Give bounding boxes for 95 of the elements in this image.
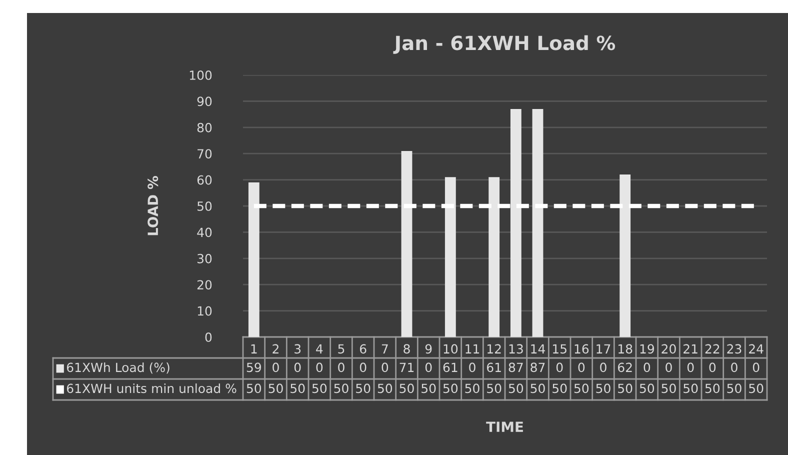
y-tick-label: 30 — [197, 254, 212, 264]
data-label: 0 — [360, 362, 366, 372]
chart-title: Jan - 61XWH Load % — [393, 35, 616, 54]
x-tick-label: 19 — [640, 344, 654, 354]
data-label: 50 — [596, 384, 610, 394]
x-tick-label: 4 — [316, 344, 323, 354]
data-label: 50 — [443, 384, 458, 394]
data-label: 0 — [666, 362, 672, 372]
data-label: 62 — [618, 362, 632, 372]
data-label: 50 — [618, 384, 632, 394]
data-label: 50 — [530, 384, 545, 394]
x-tick-label: 3 — [294, 344, 301, 354]
data-label: 0 — [425, 362, 432, 372]
x-tick-label: 12 — [488, 344, 501, 354]
bar — [532, 109, 544, 337]
data-label: 61 — [443, 362, 458, 372]
data-label: 0 — [469, 362, 476, 372]
y-tick-label: 50 — [198, 201, 212, 211]
data-label: 50 — [508, 384, 524, 394]
y-tick-label: 100 — [190, 70, 212, 80]
data-label: 59 — [246, 362, 261, 372]
data-label: 87 — [508, 362, 523, 372]
data-label: 0 — [600, 362, 606, 372]
data-label: 50 — [640, 384, 654, 394]
y-tick-label: 0 — [205, 332, 212, 342]
data-label: 0 — [338, 362, 344, 372]
legend-label: 61XWH units min unload % — [66, 383, 236, 394]
x-tick-label: 24 — [749, 344, 764, 354]
x-tick-label: 13 — [509, 344, 523, 354]
x-tick-label: 22 — [705, 344, 720, 354]
data-label: 50 — [662, 384, 676, 394]
x-tick-label: 16 — [574, 344, 589, 354]
y-tick-label: 60 — [197, 175, 212, 185]
y-tick-label: 40 — [197, 228, 212, 238]
data-label: 50 — [684, 384, 698, 394]
data-label: 50 — [749, 384, 764, 394]
x-tick-label: 21 — [684, 344, 698, 354]
x-tick-label: 20 — [662, 344, 676, 354]
bar — [401, 150, 412, 337]
data-label: 0 — [644, 362, 650, 372]
y-tick-label: 80 — [197, 122, 212, 132]
y-tick-label: 70 — [198, 149, 212, 159]
data-label: 50 — [334, 384, 348, 394]
data-label: 50 — [290, 384, 305, 394]
y-axis-title: LOAD % — [148, 176, 158, 236]
x-tick-label: 17 — [596, 344, 610, 354]
data-label: 0 — [687, 362, 694, 372]
x-tick-label: 10 — [444, 344, 458, 354]
x-tick-label: 18 — [618, 344, 632, 354]
bar — [248, 182, 260, 337]
data-label: 0 — [731, 362, 738, 372]
x-tick-label: 11 — [466, 344, 480, 354]
data-label: 50 — [727, 384, 742, 394]
data-label: 0 — [709, 362, 716, 372]
data-label: 50 — [378, 384, 392, 394]
y-tick-label: 20 — [197, 280, 212, 290]
data-label: 50 — [574, 384, 589, 394]
data-label: 0 — [316, 362, 323, 372]
data-label: 0 — [556, 362, 563, 372]
data-label: 50 — [356, 384, 370, 394]
bar — [444, 177, 456, 337]
x-tick-label: 9 — [425, 344, 432, 354]
x-tick-label: 6 — [360, 344, 366, 354]
x-tick-label: 14 — [531, 344, 545, 354]
data-label: 0 — [382, 362, 388, 372]
bar — [510, 109, 522, 337]
x-tick-label: 15 — [553, 344, 566, 354]
data-label: 71 — [400, 362, 414, 372]
data-label: 0 — [272, 362, 279, 372]
data-label: 50 — [246, 384, 262, 394]
x-tick-label: 1 — [251, 344, 257, 354]
data-label: 61 — [487, 362, 501, 372]
data-label: 0 — [294, 362, 301, 372]
data-label: 50 — [422, 384, 436, 394]
x-tick-label: 8 — [404, 344, 410, 354]
data-label: 87 — [530, 362, 545, 372]
data-label: 50 — [312, 384, 327, 394]
bar — [488, 177, 500, 337]
legend-label: 61XWh Load (%) — [66, 362, 170, 374]
y-tick-label: 10 — [198, 306, 212, 316]
data-label: 50 — [465, 384, 480, 394]
data-label: 50 — [705, 384, 720, 394]
data-label: 50 — [552, 384, 567, 394]
x-tick-label: 5 — [338, 344, 344, 354]
data-label: 50 — [400, 384, 414, 394]
x-axis-title: TIME — [486, 422, 523, 432]
x-tick-label: 2 — [272, 344, 278, 354]
data-label: 0 — [578, 362, 585, 372]
x-tick-label: 7 — [382, 344, 388, 354]
data-label: 50 — [487, 384, 502, 394]
x-tick-label: 23 — [727, 344, 742, 354]
bar — [620, 174, 631, 337]
data-label: 50 — [268, 384, 283, 394]
data-label: 0 — [752, 362, 760, 372]
y-tick-label: 90 — [197, 96, 212, 106]
